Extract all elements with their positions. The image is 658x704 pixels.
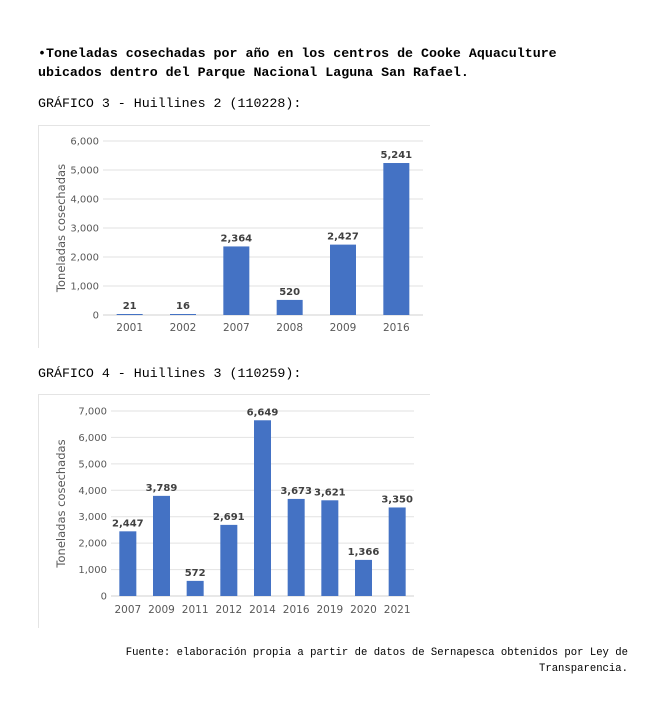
data-label: 572 [185,568,206,579]
x-tick-label: 2002 [170,322,197,334]
data-label: 3,350 [381,494,413,505]
chart-3-container: 0 1,000 2,000 3,000 4,000 5,000 6,000 Toneladas… [38,125,430,348]
data-label: 21 [123,301,137,312]
y-tick-label: 1,000 [78,565,107,576]
source-note-line-1: Fuente: elaboración propia a partir de d… [125,647,628,659]
chart-4-svg: 0 1,000 2,000 3,000 4,000 5,000 6,000 7,000 Tone… [54,407,414,616]
chart-4-container: 0 1,000 2,000 3,000 4,000 5,000 6,000 7,000 Tone… [38,394,430,628]
y-tick-label: 0 [93,311,99,322]
x-tick-label: 2009 [148,604,175,616]
data-label: 1,366 [348,547,380,558]
y-tick-label: 4,000 [78,486,107,497]
data-label: 2,447 [112,518,144,529]
source-note-line-2: Transparencia. [538,663,628,675]
bar [330,244,356,315]
data-label: 2,427 [327,232,359,243]
data-label: 6,649 [247,407,279,418]
y-tick-label: 5,000 [70,166,99,177]
x-tick-label: 2019 [316,604,343,616]
bar [116,314,143,315]
bar [388,507,406,596]
x-tick-label: 2012 [215,604,242,616]
bar [321,500,339,596]
bar [355,559,372,596]
bar [170,314,196,315]
x-tick-label: 2021 [384,604,411,616]
x-tick-label: 2008 [276,322,303,334]
data-label: 5,241 [381,150,413,161]
section-heading-line-2: ubicados dentro del Parque Nacional Lagu… [38,65,469,80]
x-tick-label: 2009 [330,322,357,334]
y-tick-label: 4,000 [70,195,99,206]
y-axis-title: Toneladas cosechadas [54,439,68,568]
source-note: Fuente: elaboración propia a partir de d… [30,645,628,677]
x-tick-label: 2016 [283,604,310,616]
y-tick-label: 3,000 [78,512,107,523]
chart-3-svg: 0 1,000 2,000 3,000 4,000 5,000 6,000 Toneladas… [54,137,423,334]
x-tick-label: 2014 [249,604,276,616]
bar [220,524,238,596]
x-tick-label: 2020 [350,604,377,616]
chart-4-label: GRÁFICO 4 - Huillines 3 (110259): [38,366,302,381]
x-tick-label: 2001 [116,322,143,334]
x-tick-label: 2011 [182,604,209,616]
x-tick-label: 2007 [223,322,250,334]
x-tick-label: 2016 [383,322,410,334]
data-label: 3,673 [280,486,312,497]
data-label: 2,364 [221,233,253,244]
bar [186,580,204,596]
y-tick-label: 1,000 [70,282,99,293]
bar [287,498,305,596]
bar [254,420,271,596]
chart-3-label: GRÁFICO 3 - Huillines 2 (110228): [38,96,302,111]
y-tick-label: 2,000 [70,253,99,264]
x-tick-label: 2007 [114,604,141,616]
data-label: 16 [176,301,190,312]
section-heading: •Toneladas cosechadas por año en los cen… [38,44,638,82]
bar [276,299,303,315]
section-heading-line-1: •Toneladas cosechadas por año en los cen… [38,46,557,61]
data-label: 3,789 [146,483,178,494]
data-label: 520 [279,287,300,298]
y-tick-label: 0 [101,592,107,603]
bar [223,246,250,315]
bar [119,531,137,596]
data-label: 3,621 [314,487,346,498]
y-tick-label: 6,000 [70,137,99,148]
bar [383,163,410,315]
y-tick-label: 2,000 [78,539,107,550]
y-tick-label: 6,000 [78,433,107,444]
y-tick-label: 5,000 [78,459,107,470]
data-label: 2,691 [213,512,245,523]
y-tick-label: 7,000 [78,407,107,418]
y-tick-label: 3,000 [70,224,99,235]
bar [153,495,170,596]
y-axis-title: Toneladas cosechadas [54,164,68,293]
